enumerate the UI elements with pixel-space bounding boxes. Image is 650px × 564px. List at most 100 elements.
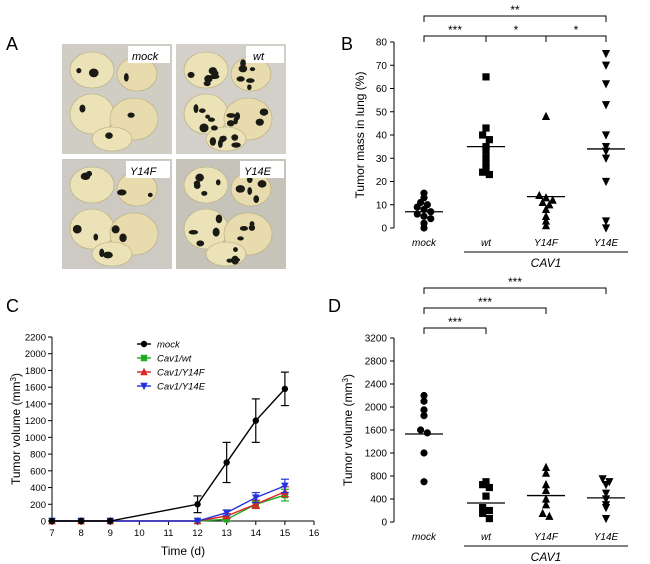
tumor-nodule xyxy=(247,187,253,195)
tumor-nodule xyxy=(246,78,255,83)
legend-marker xyxy=(140,367,148,376)
x-tick-label: 10 xyxy=(134,528,145,539)
y-tick-label: 600 xyxy=(30,466,46,477)
tumor-nodule xyxy=(231,134,239,141)
legend-marker xyxy=(140,354,148,362)
tumor-nodule xyxy=(249,67,256,72)
data-point xyxy=(538,197,547,207)
tumor-nodule xyxy=(255,118,264,126)
tumor-nodule xyxy=(196,240,205,247)
photo-label-wt: wt xyxy=(253,51,265,63)
data-point xyxy=(420,412,428,420)
photo-label-mock: mock xyxy=(132,51,159,63)
y-axis-label: Tumor volume (mm3) xyxy=(9,373,23,485)
y-tick-label: 30 xyxy=(376,154,388,165)
x-tick-label: 9 xyxy=(108,528,113,539)
significance-label: *** xyxy=(508,275,522,289)
tumor-nodule xyxy=(237,236,244,241)
tumor-nodule xyxy=(72,224,82,234)
significance-label: *** xyxy=(478,295,492,309)
photo-wt: wt xyxy=(176,44,286,154)
series-line xyxy=(52,494,286,522)
significance-label: * xyxy=(514,23,519,37)
category-label: wt xyxy=(481,238,492,249)
data-point xyxy=(485,506,493,515)
y-tick-label: 800 xyxy=(370,472,387,483)
tumor-nodule xyxy=(259,108,269,116)
data-point xyxy=(482,73,490,81)
category-label: Y14F xyxy=(534,532,559,543)
data-point xyxy=(479,168,487,176)
panel-label-b: B xyxy=(341,34,353,54)
data-point xyxy=(479,131,487,139)
x-tick-label: 8 xyxy=(78,528,83,539)
data-point xyxy=(538,508,547,517)
data-point xyxy=(541,462,551,471)
tumor-nodule xyxy=(240,59,246,68)
data-point xyxy=(541,485,551,494)
tumor-nodule xyxy=(215,179,221,186)
data-point xyxy=(281,482,289,491)
significance-bracket xyxy=(423,307,547,314)
y-axis-label: Tumor volume (mm3) xyxy=(341,374,355,486)
legend-label: Cav1/Y14F xyxy=(157,368,206,379)
lung-lobe xyxy=(205,241,247,267)
data-point xyxy=(420,391,428,400)
tumor-nodule xyxy=(193,104,199,114)
tumor-nodule xyxy=(253,195,260,203)
y-tick-label: 1600 xyxy=(365,426,388,437)
data-point xyxy=(479,481,487,489)
y-tick-label: 2000 xyxy=(25,349,46,360)
data-point xyxy=(541,193,551,202)
data-point xyxy=(482,492,490,500)
lung-lobe xyxy=(69,166,115,204)
data-point xyxy=(252,494,260,502)
data-point xyxy=(541,204,551,213)
y-tick-label: 400 xyxy=(370,495,387,506)
data-point xyxy=(107,517,114,525)
tumor-nodule xyxy=(188,229,199,235)
chart-d-tumor-volume: 0 400 800 1200 1600 2000 2400 2800 3200 Tumor vol… xyxy=(341,275,628,564)
data-point xyxy=(223,516,230,523)
y-tick-label: 1400 xyxy=(25,399,46,410)
data-point xyxy=(420,449,428,457)
x-tick-label: 12 xyxy=(192,528,203,539)
y-axis-label: Tumor mass in lung (%) xyxy=(353,72,367,199)
tumor-nodule xyxy=(247,84,252,91)
significance-label: *** xyxy=(448,23,462,37)
tumor-nodule xyxy=(235,185,246,193)
legend-label: Cav1/Y14E xyxy=(157,382,206,393)
legend-marker xyxy=(140,382,148,391)
tumor-nodule xyxy=(257,180,267,188)
data-point xyxy=(601,217,611,226)
data-point xyxy=(601,489,611,498)
data-point xyxy=(482,124,490,132)
tumor-nodule xyxy=(248,224,256,231)
y-tick-label: 2800 xyxy=(365,357,388,368)
y-tick-label: 0 xyxy=(381,518,387,529)
lung-lobe xyxy=(183,51,229,89)
data-point xyxy=(541,468,551,477)
x-tick-label: 14 xyxy=(250,528,261,539)
y-tick-label: 0 xyxy=(41,517,46,528)
y-tick-label: 1200 xyxy=(365,449,388,460)
data-point xyxy=(482,154,490,162)
tumor-nodule xyxy=(231,255,239,265)
tumor-nodule xyxy=(238,65,248,73)
category-label: Y14F xyxy=(534,238,559,249)
data-point xyxy=(485,170,493,179)
data-point xyxy=(601,504,611,513)
group-label: CAV1 xyxy=(531,550,562,564)
group-label: CAV1 xyxy=(531,256,562,270)
significance-bracket xyxy=(423,15,607,22)
data-point xyxy=(601,154,611,163)
data-point xyxy=(601,61,611,70)
tumor-nodule xyxy=(88,68,99,78)
data-point xyxy=(601,131,611,140)
panel-label-a: A xyxy=(6,34,18,54)
lung-lobe xyxy=(91,126,133,152)
significance-label: * xyxy=(574,23,579,37)
data-point xyxy=(420,212,428,220)
y-tick-label: 0 xyxy=(381,224,387,235)
